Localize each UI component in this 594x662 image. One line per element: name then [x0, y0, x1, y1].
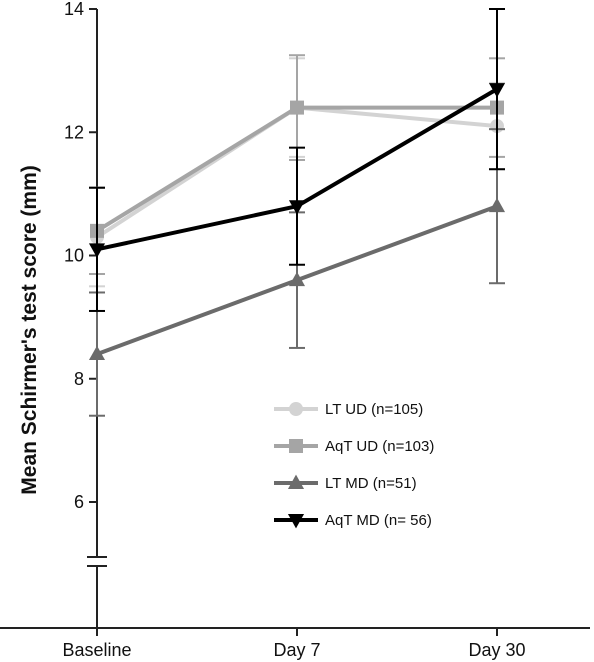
y-tick-label: 10 — [64, 246, 84, 266]
y-tick-label: 6 — [74, 492, 84, 512]
legend-swatch-marker — [287, 474, 305, 489]
legend-item: LT UD (n=105) — [274, 401, 423, 418]
legend-label: LT MD (n=51) — [325, 475, 417, 492]
legend-swatch-marker — [287, 514, 305, 529]
data-point — [488, 197, 506, 213]
data-point — [88, 243, 106, 258]
legend-label: AqT MD (n= 56) — [325, 512, 432, 529]
series-layer — [88, 8, 506, 417]
legend-swatch-marker — [289, 439, 303, 453]
legend-item: AqT UD (n=103) — [274, 438, 434, 455]
y-tick-label: 12 — [64, 122, 84, 142]
x-tick-label: Baseline — [62, 640, 131, 660]
y-tick-label: 8 — [74, 369, 84, 389]
legend-item: LT MD (n=51) — [274, 474, 417, 492]
x-tick-label: Day 7 — [273, 640, 320, 660]
data-point — [288, 200, 306, 215]
data-point — [488, 83, 506, 98]
legend-item: AqT MD (n= 56) — [274, 512, 432, 529]
y-axis-title: Mean Schirmer's test score (mm) — [18, 165, 41, 494]
legend-label: AqT UD (n=103) — [325, 438, 434, 455]
data-point — [88, 345, 106, 361]
data-point — [288, 271, 306, 287]
series-4 — [88, 8, 506, 312]
data-point — [290, 100, 304, 115]
legend-swatch-marker — [289, 402, 303, 416]
legend: LT UD (n=105) AqT UD (n=103) LT MD (n=51) A… — [274, 401, 434, 529]
legend-label: LT UD (n=105) — [325, 401, 423, 418]
y-tick-label: 14 — [64, 0, 84, 19]
x-tick-label: Day 30 — [468, 640, 525, 660]
